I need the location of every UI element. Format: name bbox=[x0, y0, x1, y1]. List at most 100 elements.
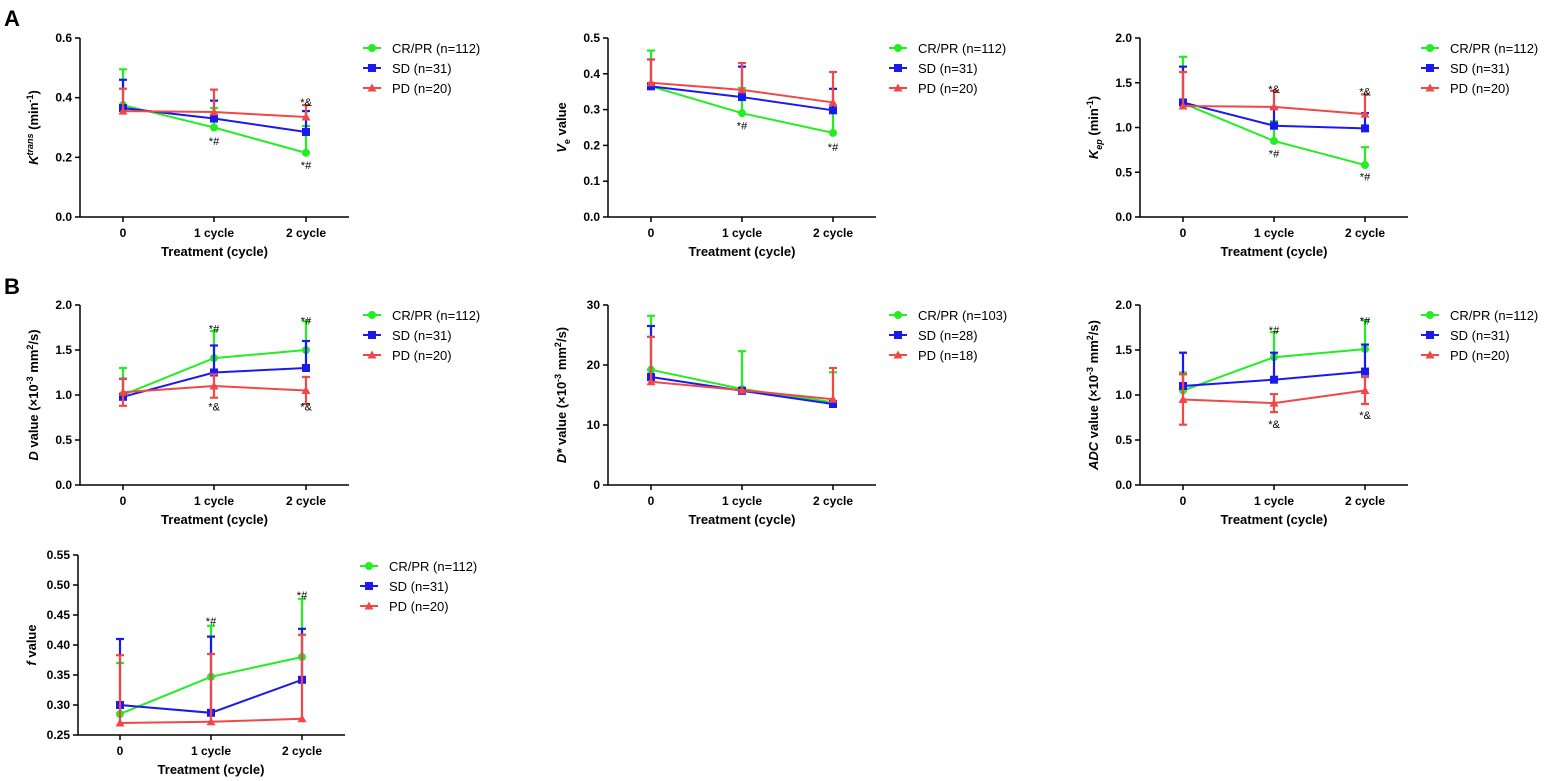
y-tick-label: 0.2 bbox=[55, 150, 72, 164]
x-tick-label: 0 bbox=[117, 744, 124, 758]
y-tick-label: 0.0 bbox=[583, 210, 600, 224]
legend-label: SD (n=31) bbox=[918, 61, 978, 76]
legend-label: CR/PR (n=112) bbox=[392, 41, 480, 56]
x-axis-title: Treatment (cycle) bbox=[161, 244, 268, 259]
legend: CR/PR (n=103) SD (n=28) PD (n=18) bbox=[889, 308, 1007, 363]
legend: CR/PR (n=112) SD (n=31) PD (n=20) bbox=[1421, 41, 1538, 96]
x-axis-title: Treatment (cycle) bbox=[158, 762, 265, 777]
x-axis-title: Treatment (cycle) bbox=[1221, 244, 1328, 259]
chart-3: 0.0 0.5 1.0 1.5 2.0 0 1 cycle 2 cycle Treatment … bbox=[1085, 31, 1538, 259]
series-pd bbox=[115, 633, 307, 727]
data-point bbox=[646, 377, 656, 386]
series-pd bbox=[646, 58, 838, 106]
x-tick-label: 1 cycle bbox=[194, 494, 234, 508]
legend-label: CR/PR (n=103) bbox=[918, 308, 1007, 323]
significance-annotation: *# bbox=[301, 160, 312, 172]
y-axis-title: f value bbox=[24, 624, 39, 665]
y-axis-title: Ktrans (min-1) bbox=[25, 90, 41, 165]
data-point bbox=[1361, 367, 1369, 376]
legend-marker bbox=[365, 562, 373, 570]
y-tick-label: 0.3 bbox=[583, 103, 600, 117]
legend-marker bbox=[894, 64, 902, 72]
x-tick-label: 1 cycle bbox=[722, 226, 762, 240]
x-tick-label: 1 cycle bbox=[1254, 494, 1294, 508]
y-axis-title: Kep (min-1) bbox=[1085, 96, 1104, 159]
x-tick-label: 0 bbox=[648, 494, 655, 508]
chart-5: 0 10 20 30 0 1 cycle 2 cycle Treatment (cycle) D… bbox=[553, 298, 1007, 527]
legend-label: SD (n=31) bbox=[1450, 61, 1510, 76]
x-tick-label: 0 bbox=[1180, 494, 1187, 508]
data-point bbox=[297, 714, 307, 723]
legend-marker bbox=[1426, 44, 1434, 52]
y-tick-label: 0.45 bbox=[47, 608, 71, 622]
y-tick-label: 1.5 bbox=[1115, 343, 1132, 357]
data-point bbox=[738, 109, 746, 118]
chart-2: 0.0 0.1 0.2 0.3 0.4 0.5 0 1 cycle 2 cycle Treatme… bbox=[554, 31, 1006, 259]
legend-label: PD (n=20) bbox=[392, 81, 452, 96]
legend-label: SD (n=31) bbox=[392, 61, 452, 76]
y-tick-label: 0.6 bbox=[55, 31, 72, 45]
legend-label: PD (n=18) bbox=[918, 348, 978, 363]
data-point bbox=[1270, 136, 1278, 145]
legend-label: SD (n=31) bbox=[392, 328, 452, 343]
y-tick-label: 0.0 bbox=[1115, 210, 1132, 224]
y-tick-label: 1.5 bbox=[55, 343, 72, 357]
x-tick-label: 2 cycle bbox=[286, 226, 326, 240]
data-point bbox=[301, 386, 311, 394]
significance-annotation: *# bbox=[301, 315, 312, 327]
data-point bbox=[302, 148, 310, 157]
legend-label: PD (n=20) bbox=[1450, 81, 1510, 96]
data-point bbox=[302, 364, 310, 372]
data-point bbox=[829, 128, 837, 137]
significance-annotation: *# bbox=[1360, 315, 1371, 327]
legend-label: PD (n=20) bbox=[389, 599, 449, 614]
legend-marker bbox=[893, 350, 903, 359]
significance-annotation: *& bbox=[300, 402, 312, 414]
chart-4: 0.0 0.5 1.0 1.5 2.0 0 1 cycle 2 cycle Treatment … bbox=[25, 298, 480, 527]
significance-annotation: *& bbox=[208, 402, 220, 414]
y-tick-label: 1.0 bbox=[55, 388, 72, 402]
series-pd bbox=[118, 87, 311, 121]
x-tick-label: 0 bbox=[1180, 226, 1187, 240]
data-point bbox=[828, 97, 838, 106]
x-tick-label: 2 cycle bbox=[286, 494, 326, 508]
panel-label-a: A bbox=[4, 6, 20, 31]
y-tick-label: 0.0 bbox=[1115, 478, 1132, 492]
y-axis-title: D* value (×10-3 mm2/s) bbox=[553, 327, 569, 463]
data-point bbox=[646, 78, 656, 87]
y-tick-label: 0.4 bbox=[55, 91, 72, 105]
significance-annotation: *& bbox=[1359, 87, 1371, 99]
y-tick-label: 0.55 bbox=[47, 548, 71, 562]
data-point bbox=[118, 387, 128, 396]
data-point bbox=[1269, 398, 1279, 407]
y-tick-label: 0.0 bbox=[55, 478, 72, 492]
legend-marker bbox=[1425, 350, 1435, 359]
y-tick-label: 10 bbox=[587, 418, 601, 432]
legend: CR/PR (n=112) SD (n=31) PD (n=20) bbox=[1421, 308, 1538, 363]
y-tick-label: 0.4 bbox=[583, 67, 600, 81]
y-tick-label: 1.0 bbox=[1115, 121, 1132, 135]
legend-marker bbox=[1426, 311, 1434, 319]
x-axis-title: Treatment (cycle) bbox=[161, 512, 268, 527]
legend-marker bbox=[894, 331, 902, 339]
data-point bbox=[1178, 101, 1188, 110]
series-pd bbox=[646, 335, 838, 403]
legend-marker bbox=[1426, 64, 1434, 72]
series-pd bbox=[1178, 70, 1370, 118]
data-point bbox=[302, 127, 310, 136]
y-tick-label: 20 bbox=[587, 358, 601, 372]
x-tick-label: 2 cycle bbox=[1345, 494, 1385, 508]
y-tick-label: 0.30 bbox=[47, 698, 71, 712]
significance-annotation: *& bbox=[300, 97, 312, 109]
panel-label-b: B bbox=[4, 274, 20, 299]
data-point bbox=[301, 112, 311, 121]
data-point bbox=[829, 400, 837, 408]
chart-7: 0.25 0.30 0.35 0.40 0.45 0.50 0.55 0 1 cycle 2 cy… bbox=[24, 548, 477, 777]
legend-marker bbox=[1426, 331, 1434, 339]
legend-marker bbox=[893, 83, 903, 92]
legend-label: PD (n=20) bbox=[1450, 348, 1510, 363]
x-tick-label: 2 cycle bbox=[1345, 226, 1385, 240]
y-tick-label: 1.5 bbox=[1115, 76, 1132, 90]
data-point bbox=[206, 717, 216, 726]
